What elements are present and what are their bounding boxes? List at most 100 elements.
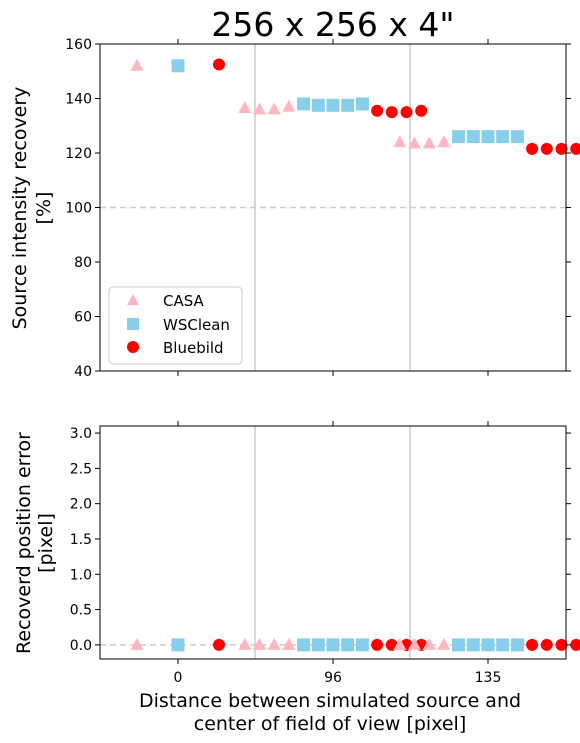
bottom-plot-area xyxy=(100,426,580,659)
top-casa-point xyxy=(267,102,281,115)
legend: CASA WSClean Bluebild xyxy=(108,286,243,365)
legend-wsclean-label: WSClean xyxy=(163,316,230,334)
bottom-y-tick-label: 1.5 xyxy=(70,532,92,548)
bottom-wsclean-point xyxy=(171,638,185,652)
legend-wsclean-marker xyxy=(127,318,139,330)
bottom-casa-point xyxy=(130,637,144,650)
top-wsclean-point xyxy=(496,130,510,144)
top-bluebild-point xyxy=(570,142,580,155)
bottom-bluebild-point xyxy=(540,638,553,651)
bottom-wsclean-point xyxy=(311,638,325,652)
bottom-bluebild-point xyxy=(526,638,539,651)
bottom-wsclean-point xyxy=(466,638,480,652)
top-y-tick-label: 120 xyxy=(65,146,92,162)
bottom-wsclean-point xyxy=(326,638,340,652)
top-bluebild-point xyxy=(526,142,539,155)
bottom-casa-point xyxy=(253,637,266,650)
top-casa-point xyxy=(130,58,144,71)
top-casa-point xyxy=(282,99,296,112)
legend-casa-marker xyxy=(127,294,139,305)
top-wsclean-point xyxy=(481,130,495,144)
legend-bluebild-label: Bluebild xyxy=(163,339,224,357)
bottom-wsclean-point xyxy=(452,638,466,652)
bottom-y-tick-label: 2.5 xyxy=(70,461,92,477)
top-wsclean-point xyxy=(341,98,355,112)
top-wsclean-point xyxy=(297,97,311,111)
legend-box xyxy=(108,286,243,365)
top-wsclean-point xyxy=(355,97,369,111)
top-bluebild-point xyxy=(400,106,413,119)
top-wsclean-point xyxy=(171,59,185,73)
x-tick-label: 96 xyxy=(324,670,342,686)
bottom-y-tick-label: 2.0 xyxy=(70,497,92,513)
x-axis-label-line2: center of field of view [pixel] xyxy=(194,713,467,735)
bottom-bluebild-point xyxy=(371,638,384,651)
top-y-tick-label: 60 xyxy=(74,310,92,326)
top-casa-point xyxy=(238,101,252,114)
bottom-y-tick-label: 0.0 xyxy=(70,638,92,654)
x-tick-label: 135 xyxy=(475,670,502,686)
top-y-axis-label-line2: [%] xyxy=(33,192,55,225)
bottom-casa-point xyxy=(437,637,451,650)
top-wsclean-point xyxy=(466,130,480,144)
legend-entry-casa: CASA xyxy=(127,292,205,310)
top-y-axis: 40 60 80 100 120 140 160 xyxy=(65,37,571,380)
top-casa-point xyxy=(253,102,266,115)
bottom-casa-point xyxy=(282,637,296,650)
top-casa-point xyxy=(437,135,451,148)
top-wsclean-point xyxy=(311,98,325,112)
top-bluebild-point xyxy=(385,106,398,119)
bottom-wsclean-point xyxy=(496,638,510,652)
chart-title: 256 x 256 x 4" xyxy=(211,5,454,44)
top-casa-point xyxy=(393,135,407,148)
bottom-wsclean-point xyxy=(341,638,355,652)
top-wsclean-point xyxy=(326,98,340,112)
top-plot-area xyxy=(100,44,580,371)
bottom-bluebild-point xyxy=(213,638,225,651)
top-y-tick-label: 100 xyxy=(65,201,92,217)
bottom-y-tick-label: 3.0 xyxy=(70,426,92,442)
top-bluebild-point xyxy=(555,142,568,155)
legend-entry-bluebild: Bluebild xyxy=(127,339,224,357)
top-casa-point xyxy=(422,136,436,149)
bottom-bluebild-point xyxy=(570,638,580,651)
bottom-axes-frame xyxy=(99,425,567,660)
legend-entry-wsclean: WSClean xyxy=(127,316,230,334)
top-bluebild-point xyxy=(415,104,428,117)
top-x-axis xyxy=(177,39,489,376)
bottom-y-axis-label-line1: Recoverd position error xyxy=(13,432,35,654)
bottom-wsclean-point xyxy=(297,638,311,652)
bottom-x-axis: 0 96 135 xyxy=(174,421,502,686)
top-y-tick-label: 80 xyxy=(74,255,92,271)
top-casa-point xyxy=(408,136,421,149)
legend-casa-label: CASA xyxy=(163,292,205,310)
bottom-y-tick-label: 0.5 xyxy=(70,603,92,619)
top-bluebild-point xyxy=(371,104,384,117)
bottom-panel: 0.0 0.5 1.0 1.5 2.0 2.5 3.0 0 96 135 Recoverd po… xyxy=(13,421,580,686)
bottom-y-tick-label: 1.0 xyxy=(70,567,92,583)
bottom-wsclean-point xyxy=(355,638,369,652)
top-y-axis-label-line1: Source intensity recovery xyxy=(9,87,31,330)
bottom-y-axis-label-line2: [pixel] xyxy=(35,513,57,573)
bottom-casa-point xyxy=(408,637,421,650)
top-bluebild-point xyxy=(540,142,553,155)
top-y-tick-label: 140 xyxy=(65,92,92,108)
x-axis-label-line1: Distance between simulated source and xyxy=(139,690,521,712)
bottom-casa-point xyxy=(393,637,407,650)
top-panel: 40 60 80 100 120 140 160 Source intensity reco… xyxy=(9,37,580,380)
bottom-casa-point xyxy=(267,637,281,650)
bottom-wsclean-point xyxy=(481,638,495,652)
bottom-y-axis: 0.0 0.5 1.0 1.5 2.0 2.5 3.0 xyxy=(70,426,571,654)
top-y-tick-label: 160 xyxy=(65,37,92,53)
bottom-casa-point xyxy=(422,637,436,650)
bottom-wsclean-point xyxy=(510,638,524,652)
bottom-casa-point xyxy=(238,637,252,650)
bottom-bluebild-point xyxy=(555,638,568,651)
top-wsclean-point xyxy=(510,130,524,144)
top-bluebild-point xyxy=(213,58,225,71)
top-y-tick-label: 40 xyxy=(74,364,92,380)
legend-bluebild-marker xyxy=(127,341,139,353)
x-tick-label: 0 xyxy=(174,670,183,686)
top-wsclean-point xyxy=(452,130,466,144)
